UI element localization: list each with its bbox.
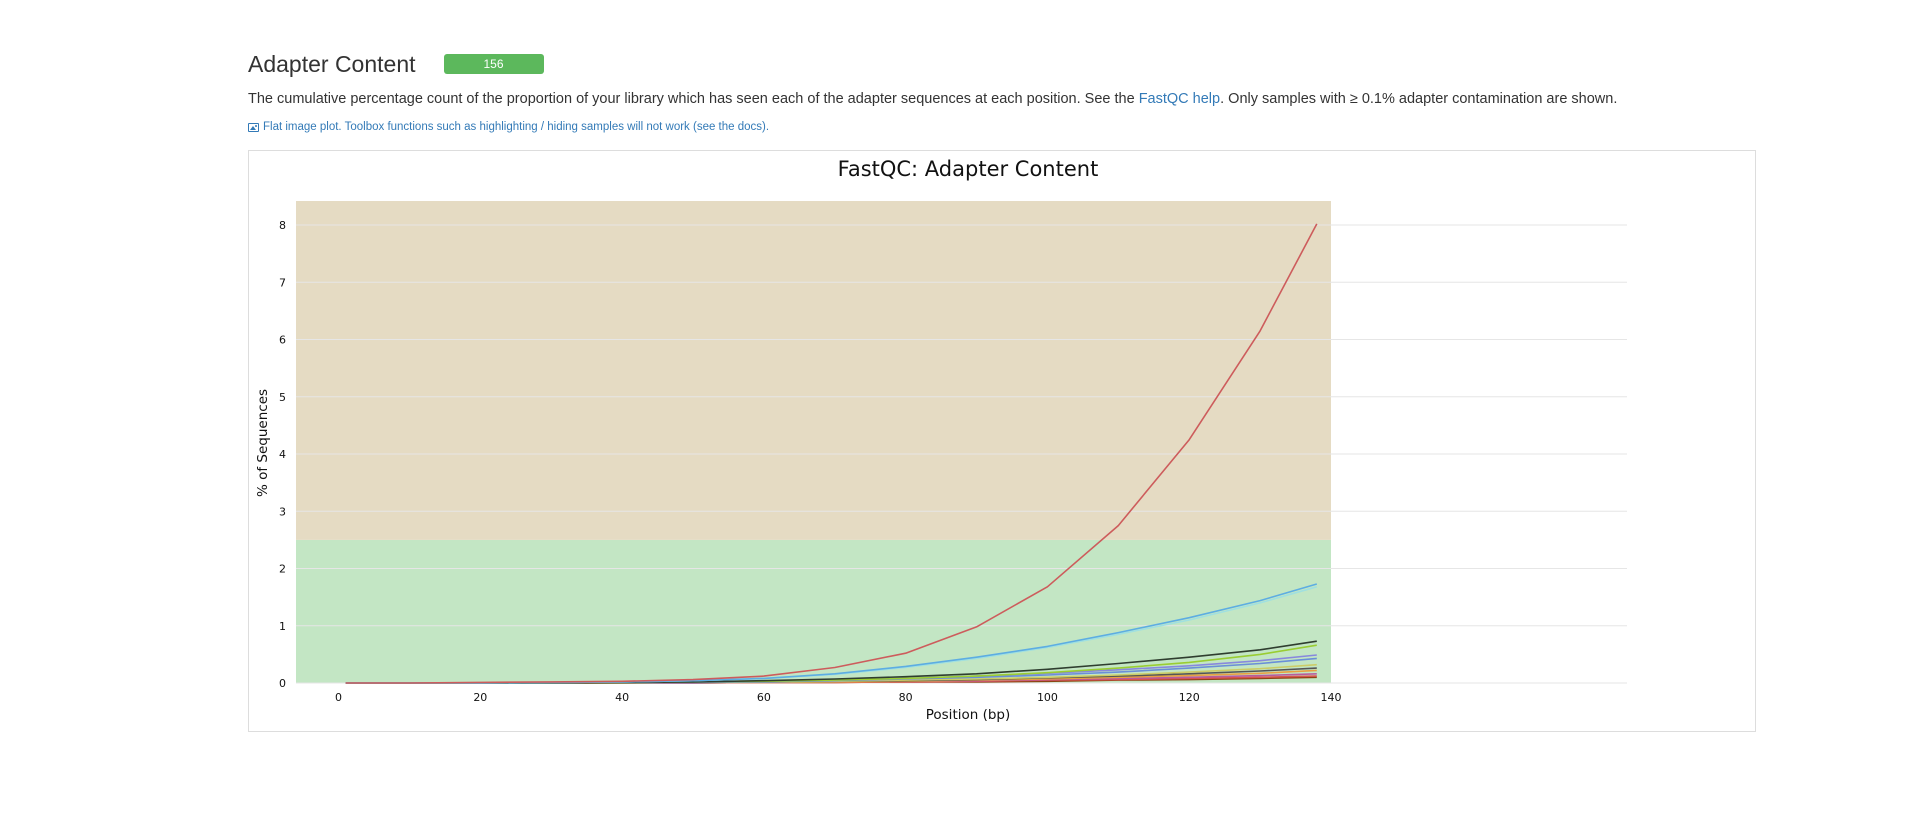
image-icon [248, 122, 259, 132]
y-axis-ticks: 0 1 2 3 4 5 6 7 8 [279, 219, 286, 690]
chart-grid [296, 224, 1627, 684]
y-tick-label: 0 [279, 677, 286, 690]
series-line [345, 223, 1318, 684]
chart-title: FastQC: Adapter Content [838, 157, 1099, 181]
description-text-end: . Only samples with ≥ 0.1% adapter conta… [1220, 91, 1618, 107]
y-tick-label: 6 [279, 334, 286, 347]
x-axis-ticks: 0 20 40 60 80 100 120 140 [335, 691, 1341, 704]
flat-plot-note[interactable]: Flat image plot. Toolbox functions such … [248, 121, 1758, 133]
fastqc-help-link[interactable]: FastQC help [1138, 91, 1221, 107]
y-tick-label: 7 [279, 276, 286, 289]
x-tick-label: 140 [1321, 691, 1342, 704]
adapter-content-section: Adapter Content 156 The cumulative perce… [248, 44, 1758, 133]
y-axis-label: % of Sequences [255, 389, 271, 497]
section-title: Adapter Content [248, 51, 416, 77]
y-tick-label: 4 [279, 448, 286, 461]
x-tick-label: 0 [335, 691, 342, 704]
section-description: The cumulative percentage count of the p… [248, 89, 1758, 109]
y-tick-label: 1 [279, 620, 286, 633]
x-tick-label: 100 [1037, 691, 1058, 704]
x-tick-label: 80 [899, 691, 913, 704]
y-tick-label: 8 [279, 219, 286, 232]
plot-container: FastQC: Adapter Content 0 1 2 3 4 5 6 7 8 0 20 40 6… [248, 150, 1756, 732]
band-0 [296, 539, 1331, 683]
status-badge[interactable]: 156 [443, 54, 544, 74]
x-tick-label: 120 [1179, 691, 1200, 704]
chart-series [345, 223, 1318, 684]
y-tick-label: 5 [279, 391, 286, 404]
adapter-content-chart: FastQC: Adapter Content 0 1 2 3 4 5 6 7 8 0 20 40 6… [255, 157, 1627, 723]
chart-bands [296, 201, 1331, 683]
flat-plot-note-text[interactable]: Flat image plot. Toolbox functions such … [263, 121, 770, 133]
y-tick-label: 2 [279, 563, 286, 576]
x-axis-label: Position (bp) [926, 707, 1011, 723]
band-1 [296, 201, 1331, 540]
x-tick-label: 60 [757, 691, 771, 704]
x-tick-label: 40 [615, 691, 629, 704]
section-header: Adapter Content 156 [248, 44, 1758, 84]
description-text-start: The cumulative percentage count of the p… [248, 91, 1139, 107]
x-tick-label: 20 [473, 691, 487, 704]
y-tick-label: 3 [279, 505, 286, 518]
